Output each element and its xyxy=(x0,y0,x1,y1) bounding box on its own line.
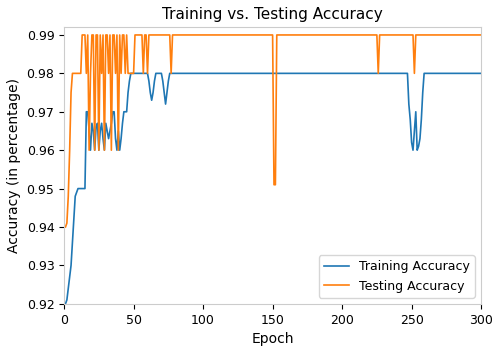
Training Accuracy xyxy=(128,71,134,76)
Training Accuracy xyxy=(440,71,446,76)
Line: Testing Accuracy: Testing Accuracy xyxy=(66,35,481,227)
Training Accuracy xyxy=(318,71,324,76)
Testing Accuracy xyxy=(310,33,316,37)
Training Accuracy xyxy=(312,71,318,76)
Testing Accuracy xyxy=(62,225,68,229)
Line: Training Accuracy: Training Accuracy xyxy=(66,73,481,304)
X-axis label: Epoch: Epoch xyxy=(252,332,294,346)
Training Accuracy xyxy=(478,71,484,76)
Legend: Training Accuracy, Testing Accuracy: Training Accuracy, Testing Accuracy xyxy=(319,255,475,298)
Title: Training vs. Testing Accuracy: Training vs. Testing Accuracy xyxy=(162,7,383,22)
Training Accuracy xyxy=(414,148,420,152)
Testing Accuracy xyxy=(312,33,318,37)
Testing Accuracy xyxy=(79,33,85,37)
Testing Accuracy xyxy=(478,33,484,37)
Y-axis label: Accuracy (in percentage): Accuracy (in percentage) xyxy=(7,78,21,253)
Testing Accuracy xyxy=(440,33,446,37)
Testing Accuracy xyxy=(414,33,420,37)
Training Accuracy xyxy=(62,302,68,306)
Testing Accuracy xyxy=(64,221,70,225)
Training Accuracy xyxy=(310,71,316,76)
Testing Accuracy xyxy=(318,33,324,37)
Training Accuracy xyxy=(64,298,70,302)
